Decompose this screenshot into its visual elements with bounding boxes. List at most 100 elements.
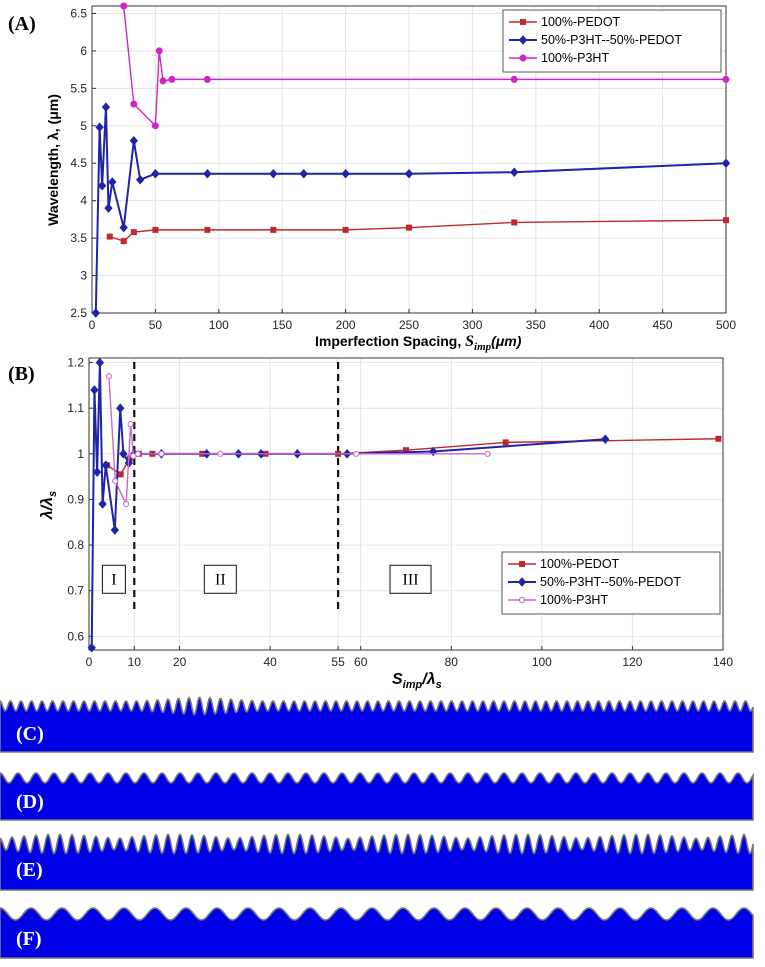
panel-a-y-ticks: 2.5 3 3.5 4 4.5 5 5.5 6 6.5 <box>70 6 96 320</box>
data-point <box>341 168 350 179</box>
panel-a-y-axis-label: Wavelength, λ, (μm) <box>45 94 61 226</box>
series-line-0 <box>106 438 719 476</box>
data-point <box>721 158 731 169</box>
data-point <box>204 226 211 233</box>
data-point <box>353 450 360 457</box>
strip-f-label: (F) <box>16 928 42 950</box>
data-point <box>151 122 159 130</box>
data-point <box>127 421 134 428</box>
legend-marker <box>519 54 527 62</box>
data-point <box>101 460 110 470</box>
data-point <box>105 373 113 380</box>
data-point <box>510 75 518 83</box>
data-point <box>95 357 105 368</box>
x-tick-label: 40 <box>263 655 277 669</box>
strip-e-label: (E) <box>16 859 43 881</box>
x-tick-label: 60 <box>354 655 368 669</box>
data-point <box>119 449 128 459</box>
data-point <box>715 435 722 442</box>
region-label: I <box>111 571 116 588</box>
data-point <box>117 471 124 478</box>
data-point <box>95 122 104 133</box>
x-tick-label: 140 <box>713 655 733 669</box>
data-point <box>484 450 491 457</box>
legend-entry: 50%-P3HT--50%-PEDOT <box>540 575 681 589</box>
x-tick-label: 350 <box>526 318 546 332</box>
data-point <box>404 168 414 179</box>
data-point <box>90 385 99 395</box>
legend-marker <box>518 35 528 45</box>
panel-a-series <box>91 2 731 318</box>
x-tick-label: 500 <box>716 318 736 332</box>
data-point <box>120 238 127 245</box>
x-tick-label: 300 <box>462 318 482 332</box>
panel-a-x-ticks: 0 50 100 150 200 250 300 350 400 450 500 <box>89 309 736 332</box>
data-point <box>130 100 138 108</box>
x-tick-label: 150 <box>272 318 292 332</box>
data-point <box>511 219 518 226</box>
y-tick-label: 2.5 <box>70 306 87 320</box>
panel-a-legend: 100%-PEDOT 50%-P3HT--50%-PEDOT 100%-P3HT <box>502 9 722 73</box>
y-tick-label: 5.5 <box>70 81 87 95</box>
data-point <box>108 177 117 187</box>
y-tick-label: 5 <box>80 119 87 133</box>
data-point <box>130 229 137 236</box>
region-label: II <box>215 571 226 588</box>
y-tick-label: 0.8 <box>67 538 84 552</box>
y-tick-label: 0.6 <box>67 629 84 643</box>
data-point <box>119 222 128 233</box>
x-tick-label: 0 <box>89 318 96 332</box>
panel-b-label: (B) <box>8 363 35 385</box>
x-tick-label: 100 <box>532 655 552 669</box>
strip-labels: (C) (D) (E) (F) <box>16 723 44 950</box>
x-tick-label: 400 <box>589 318 609 332</box>
data-point <box>151 168 160 179</box>
wrinkle-strip-0 <box>0 696 754 753</box>
data-point <box>342 226 349 233</box>
data-point <box>406 224 412 231</box>
wrinkle-strip-2 <box>0 833 754 891</box>
y-tick-label: 1.2 <box>67 356 84 370</box>
y-tick-label: 0.7 <box>67 584 84 598</box>
data-point <box>97 180 107 191</box>
panel-a: 0 50 100 150 200 250 300 350 400 450 500 2.5 3 3.5 4 4… <box>8 2 736 353</box>
panel-b-region-dividers <box>133 362 340 610</box>
wrinkle-strip-1 <box>0 772 754 821</box>
panel-a-label: (A) <box>8 13 36 35</box>
data-point <box>112 478 119 485</box>
legend-marker <box>517 577 527 587</box>
data-point <box>722 75 730 83</box>
panel-b-region-labels: I II III <box>101 564 432 594</box>
panel-b-x-ticks: 0 10 20 40 55 60 80 100 120 140 <box>86 646 733 669</box>
data-point <box>92 467 102 477</box>
data-point <box>510 167 519 177</box>
legend-entry: 50%-P3HT--50%-PEDOT <box>541 33 682 47</box>
y-tick-label: 6.5 <box>70 6 87 20</box>
series-line-0 <box>109 219 727 242</box>
legend-box <box>502 9 722 73</box>
legend-marker <box>520 19 526 25</box>
strip-c-label: (C) <box>16 723 44 745</box>
data-point <box>299 168 308 179</box>
panel-b-legend: 100%-PEDOT 50%-P3HT--50%-PEDOT 100%-P3HT <box>501 551 721 615</box>
x-tick-label: 10 <box>128 655 142 669</box>
panel-b-axes-box <box>88 357 724 651</box>
legend-marker <box>518 596 526 604</box>
data-point <box>601 434 610 444</box>
strip-d-label: (D) <box>16 791 44 813</box>
data-point <box>168 75 176 83</box>
x-tick-label: 450 <box>653 318 673 332</box>
data-point <box>269 168 278 179</box>
legend-marker <box>519 561 525 567</box>
x-tick-label: 100 <box>209 318 229 332</box>
data-point <box>152 226 159 233</box>
data-point <box>123 500 130 508</box>
data-point <box>87 642 96 653</box>
data-point <box>91 308 100 318</box>
x-tick-label: 50 <box>149 318 163 332</box>
data-point <box>159 77 167 85</box>
data-point <box>270 226 277 233</box>
data-point <box>158 450 165 457</box>
data-point <box>155 47 163 55</box>
